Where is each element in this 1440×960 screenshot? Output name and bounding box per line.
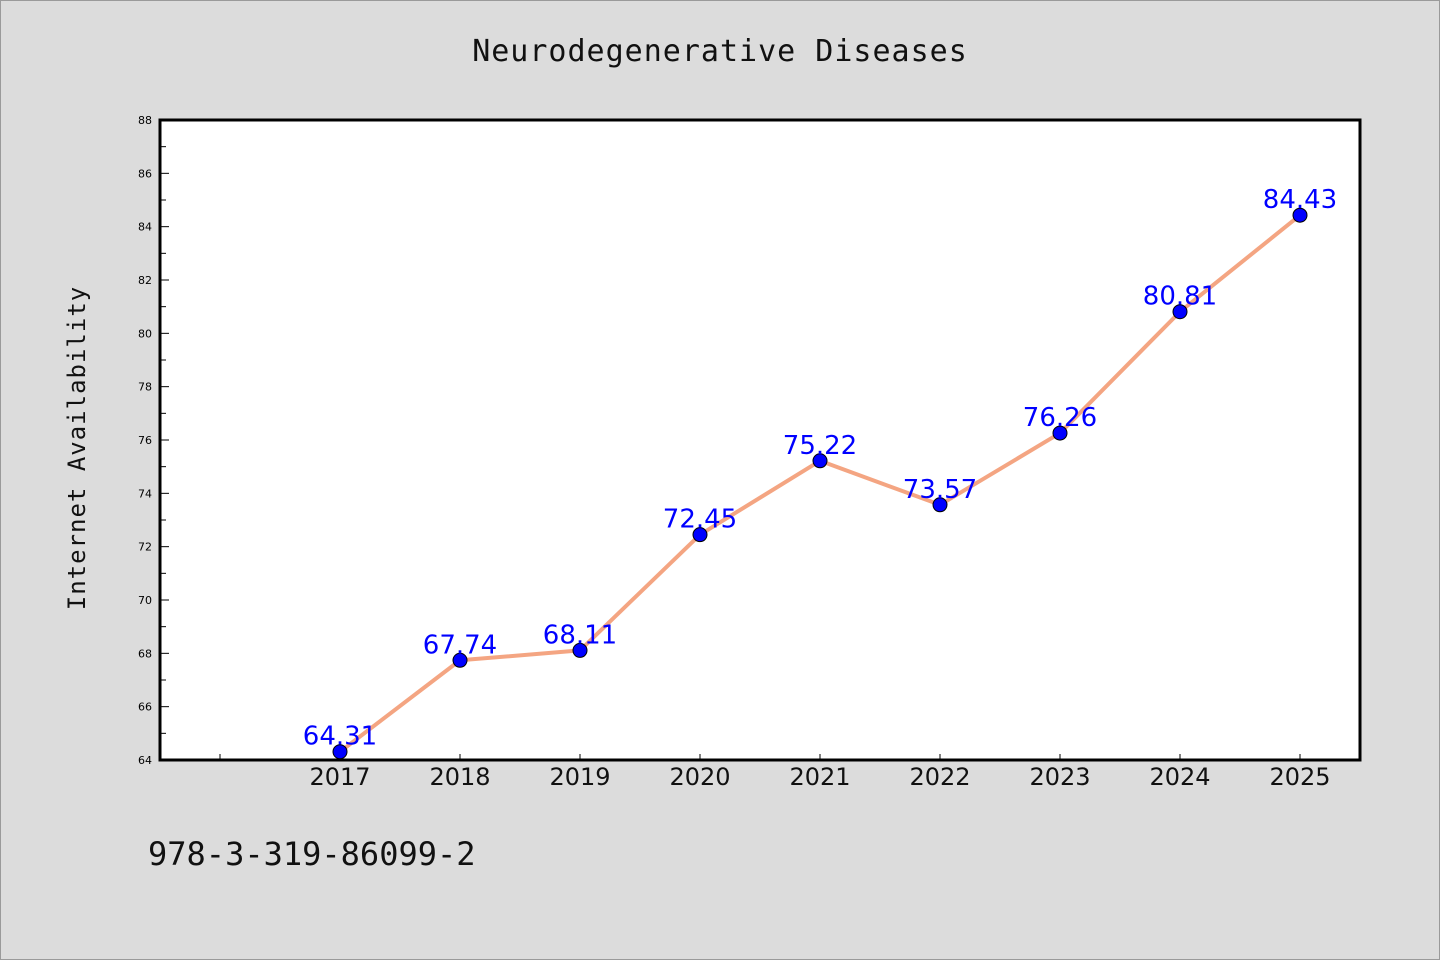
- y-tick-label: 66: [138, 701, 152, 714]
- y-tick-label: 82: [138, 274, 152, 287]
- data-point: [1052, 425, 1068, 441]
- x-tick-label: 2024: [1149, 763, 1210, 791]
- y-tick-label: 88: [138, 114, 152, 127]
- data-label: 84.43: [1263, 185, 1337, 215]
- y-tick-label: 70: [138, 594, 152, 607]
- data-point: [812, 453, 828, 469]
- data-point: [1292, 207, 1308, 223]
- chart-title: Neurodegenerative Diseases: [472, 34, 968, 69]
- x-tick-label: 2017: [309, 763, 370, 791]
- x-tick-label: 2023: [1029, 763, 1090, 791]
- x-tick-label: 2022: [909, 763, 970, 791]
- x-tick-label: 2021: [789, 763, 850, 791]
- y-tick-label: 86: [138, 167, 152, 180]
- y-tick-label: 64: [138, 754, 152, 767]
- y-tick-label: 74: [138, 487, 152, 500]
- data-point: [692, 527, 708, 543]
- data-label: 80.81: [1143, 282, 1217, 312]
- data-label: 76.26: [1023, 403, 1097, 433]
- y-tick-label: 80: [138, 327, 152, 340]
- y-tick-label: 72: [138, 541, 152, 554]
- data-label: 72.45: [663, 505, 737, 535]
- x-tick-label: 2019: [549, 763, 610, 791]
- data-point: [572, 642, 588, 658]
- y-tick-label: 68: [138, 647, 152, 660]
- y-tick-label: 78: [138, 381, 152, 394]
- isbn-text: 978-3-319-86099-2: [148, 835, 476, 873]
- x-tick-label: 2020: [669, 763, 730, 791]
- data-label: 68.11: [543, 620, 617, 650]
- data-label: 64.31: [303, 722, 377, 752]
- data-point: [1172, 304, 1188, 320]
- x-tick-label: 2025: [1269, 763, 1330, 791]
- plot-border: [158, 118, 1362, 762]
- data-label: 75.22: [783, 431, 857, 461]
- y-tick-label: 76: [138, 434, 152, 447]
- y-tick-label: 84: [138, 221, 152, 234]
- x-tick-label: 2018: [429, 763, 490, 791]
- data-point: [452, 652, 468, 668]
- plot-area: [160, 120, 1360, 760]
- data-label: 73.57: [903, 475, 977, 505]
- data-label: 67.74: [423, 630, 497, 660]
- data-point: [932, 497, 948, 513]
